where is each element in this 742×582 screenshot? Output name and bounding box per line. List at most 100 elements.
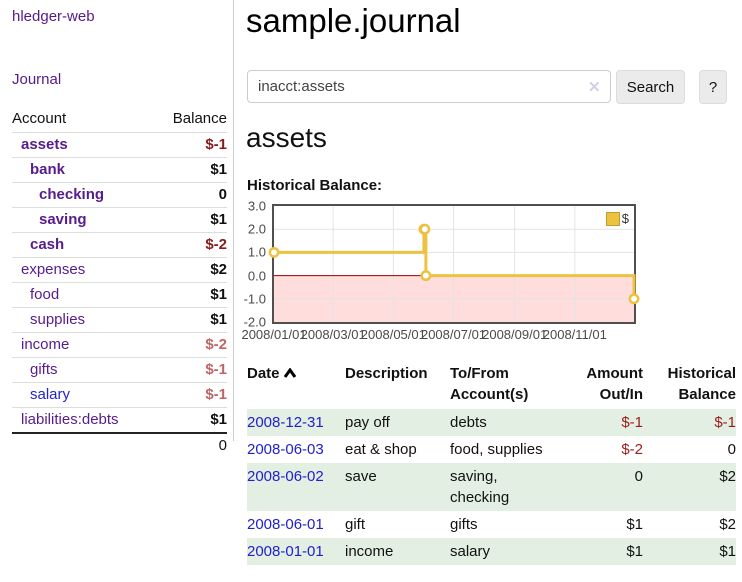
sidebar-account-link[interactable]: salary: [30, 386, 71, 403]
sidebar-account-link[interactable]: checking: [39, 186, 105, 203]
transaction-date-link[interactable]: 2008-06-02: [247, 468, 324, 485]
sidebar-account-link[interactable]: bank: [30, 161, 66, 178]
x-tick-label: 2008/07/01: [420, 327, 487, 342]
sidebar-account-balance: $1: [210, 161, 227, 178]
sidebar-account-balance: $-1: [205, 136, 227, 153]
x-tick-label: 2008/03/01: [300, 327, 366, 342]
sidebar-account-row: saving $1: [12, 207, 227, 232]
transaction-row: 2008-12-31 pay off debts $-1 $-1: [247, 409, 736, 436]
y-tick-label: 2.0: [247, 221, 266, 237]
sidebar-account-link[interactable]: assets: [21, 136, 68, 153]
sidebar-account-link[interactable]: cash: [30, 236, 65, 253]
sidebar-accounts-table: Account Balance assets $-1 bank $1 checking 0…: [12, 106, 227, 458]
transactions-body: 2008-12-31 pay off debts $-1 $-1 2008-06-03 ea…: [247, 409, 736, 565]
data-point-marker: [268, 246, 280, 258]
sidebar-account-row: income $-2: [12, 332, 227, 357]
transaction-balance-cell: $2: [719, 468, 736, 485]
transactions-table: Date Description To/From Account(s) Amount …: [247, 363, 736, 565]
sidebar-account-link[interactable]: gifts: [30, 361, 58, 378]
legend-label: $: [621, 211, 629, 226]
sidebar-account-link[interactable]: liabilities:debts: [21, 411, 119, 428]
transaction-accounts-cell: salary: [450, 543, 491, 560]
chart-y-axis: 3.0 2.0 1.0 0.0 -1.0 -2.0: [200, 199, 266, 330]
sidebar-account-balance: $-2: [205, 336, 227, 353]
data-point-marker: [420, 270, 432, 282]
x-tick-label: 2008/01/01: [241, 327, 307, 342]
y-tick-label: -1.0: [243, 291, 266, 307]
transaction-accounts-cell: saving, checking: [450, 468, 510, 506]
sidebar-account-row: checking 0: [12, 182, 227, 207]
transaction-amount-cell: $-1: [621, 414, 643, 431]
sidebar-account-row: gifts $-1: [12, 357, 227, 382]
transaction-date-cell: 2008-06-03: [247, 436, 345, 463]
sidebar-account-balance: $2: [210, 261, 227, 278]
transaction-row: 2008-06-02 save saving, checking 0 $2: [247, 463, 736, 511]
sort-ascending-icon: [283, 367, 296, 378]
sidebar-accounts-header: Account Balance: [12, 106, 227, 132]
transaction-amount-cell: $1: [626, 543, 643, 560]
chart-legend: $: [603, 210, 631, 227]
transaction-amount-cell: $-2: [621, 441, 643, 458]
app-brand-link[interactable]: hledger-web: [12, 8, 95, 25]
transaction-date-cell: 2008-12-31: [247, 409, 345, 436]
chart-title: Historical Balance:: [247, 177, 383, 194]
legend-swatch-icon: [605, 211, 620, 226]
transaction-date-link[interactable]: 2008-06-01: [247, 516, 324, 533]
transaction-accounts-cell: debts: [450, 414, 487, 431]
historical-balance-chart: $: [268, 204, 640, 324]
column-header-amount-out-in: Amount Out/In: [586, 365, 643, 403]
sidebar-divider: [233, 0, 234, 441]
transaction-description-cell: gift: [345, 516, 366, 533]
sidebar-account-balance: $-2: [205, 236, 227, 253]
search-input[interactable]: [247, 70, 611, 103]
transaction-amount-cell: $1: [626, 516, 643, 533]
search-button[interactable]: Search: [616, 70, 685, 104]
transaction-balance-cell: $-1: [714, 414, 736, 431]
transaction-description-cell: save: [345, 468, 377, 485]
y-tick-label: 1.0: [247, 244, 266, 260]
nav-journal-link[interactable]: Journal: [12, 71, 62, 88]
sidebar-total-value: 0: [218, 437, 227, 454]
transaction-date-cell: 2008-06-02: [247, 463, 345, 511]
x-tick-label: 2008/05/01: [360, 327, 426, 342]
sidebar-account-link[interactable]: food: [30, 286, 60, 303]
transaction-balance-cell: $2: [719, 516, 736, 533]
y-tick-label: 0.0: [247, 268, 266, 284]
x-tick-label: 2008/11/01: [542, 327, 607, 342]
sidebar-account-row: bank $1: [12, 157, 227, 182]
sidebar-account-balance: $-1: [205, 361, 227, 378]
sidebar-account-link[interactable]: saving: [39, 211, 87, 228]
sidebar-total-row: 0: [12, 432, 227, 458]
data-point-marker: [419, 223, 431, 235]
transaction-date-link[interactable]: 2008-01-01: [247, 543, 324, 560]
sidebar-account-link[interactable]: income: [21, 336, 70, 353]
transaction-date-cell: 2008-06-01: [247, 511, 345, 538]
sidebar-account-row: expenses $2: [12, 257, 227, 282]
balance-chart-svg: [268, 206, 640, 322]
transaction-description-cell: income: [345, 543, 394, 560]
transaction-row: 2008-06-03 eat & shop food, supplies $-2 0: [247, 436, 736, 463]
transaction-date-link[interactable]: 2008-12-31: [247, 414, 324, 431]
column-header-date[interactable]: Date: [247, 363, 345, 409]
column-header-description: Description: [345, 365, 428, 382]
chart-x-axis: 2008/01/01 2008/03/01 2008/05/01 2008/07/01…: [241, 327, 634, 343]
y-tick-label: -2.0: [243, 314, 266, 330]
transaction-accounts-cell: food, supplies: [450, 441, 543, 458]
sidebar-account-balance: 0: [218, 186, 227, 203]
account-column-header: Account: [12, 110, 67, 127]
transaction-amount-cell: 0: [634, 468, 643, 485]
clear-search-icon[interactable]: ✕: [588, 79, 601, 96]
sidebar-account-balance: $1: [210, 286, 227, 303]
sidebar-account-balance: $-1: [205, 386, 227, 403]
x-tick-label: 2008/09/01: [482, 327, 548, 342]
transaction-date-link[interactable]: 2008-06-03: [247, 441, 324, 458]
sidebar-account-link[interactable]: supplies: [30, 311, 86, 328]
account-heading: assets: [246, 122, 327, 153]
balance-column-header: Balance: [172, 110, 227, 127]
transaction-accounts-cell: gifts: [450, 516, 478, 533]
column-header-to-from-account-s-: To/From Account(s): [450, 365, 529, 403]
transaction-description-cell: pay off: [345, 414, 390, 431]
sidebar-account-link[interactable]: expenses: [21, 261, 86, 278]
sidebar-account-balance: $1: [210, 311, 227, 328]
help-button[interactable]: ?: [699, 70, 727, 104]
